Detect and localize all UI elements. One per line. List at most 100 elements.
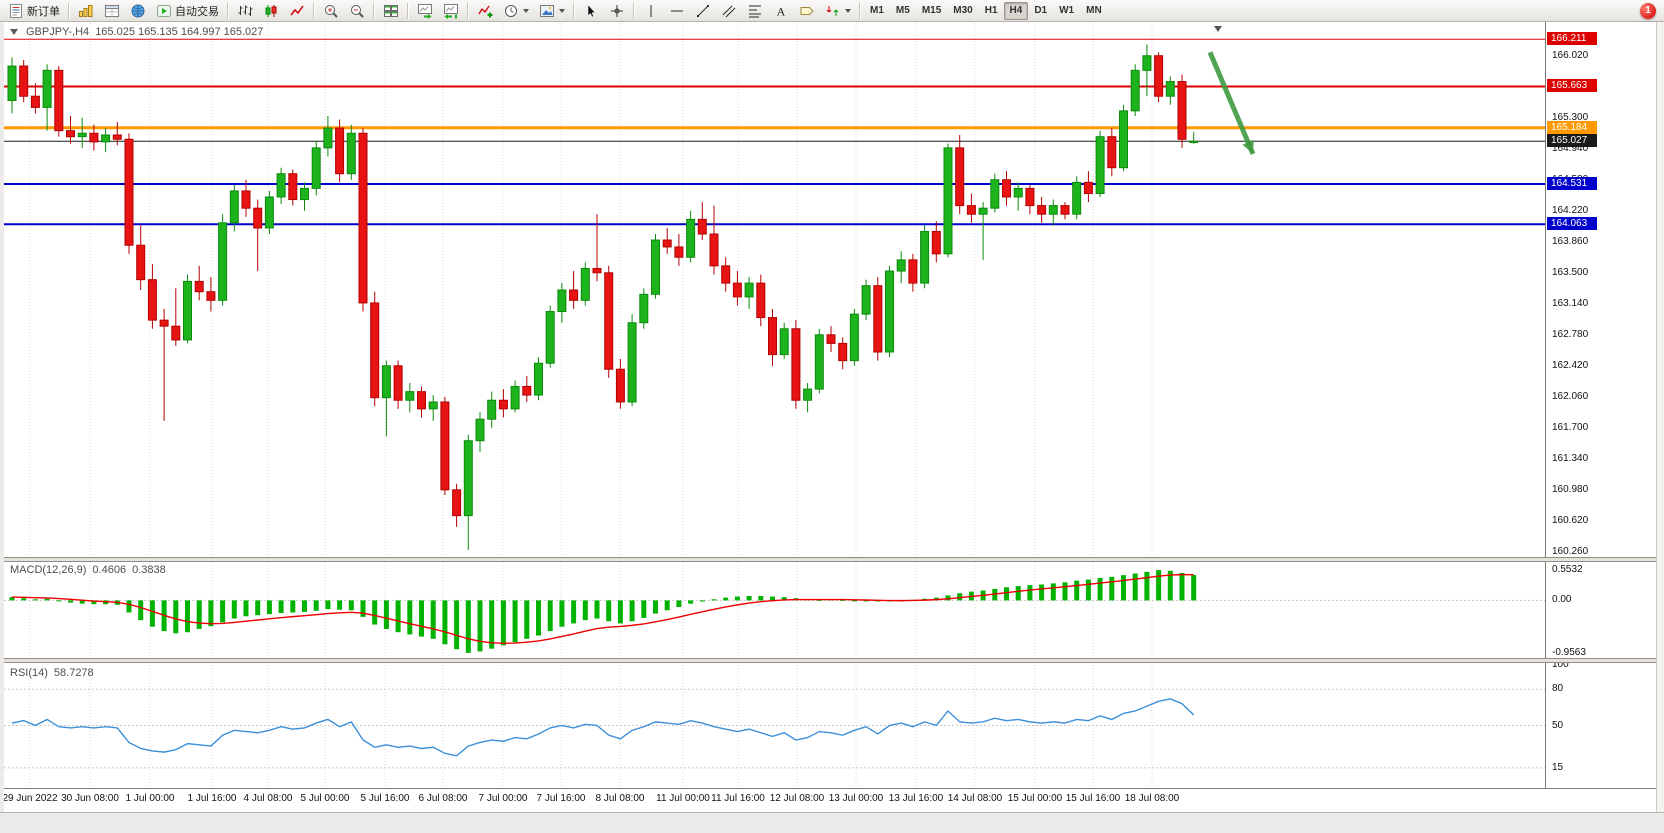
text-tool-button[interactable]: A	[768, 1, 794, 21]
candlestick-mode-button[interactable]	[258, 1, 284, 21]
macd-histogram-bar	[419, 600, 424, 637]
notification-badge[interactable]: 1	[1640, 3, 1656, 19]
timeframe-m5-button[interactable]: M5	[890, 2, 916, 20]
zoom-out-button[interactable]	[344, 1, 370, 21]
candle-body	[288, 173, 298, 201]
chart-window[interactable]: GBPJPY-,H4 165.025 165.135 164.997 165.0…	[4, 22, 1656, 812]
price-level-box: 166.211	[1547, 32, 1597, 46]
arrows-tool-icon	[826, 5, 839, 16]
trendline-tool-button[interactable]	[690, 1, 716, 21]
macd-histogram-bar	[442, 600, 448, 645]
templates-button[interactable]	[534, 1, 570, 21]
vertical-line-tool-button[interactable]	[638, 1, 664, 21]
macd-histogram-bar	[1121, 575, 1126, 601]
candle-body	[498, 399, 508, 410]
price-scale[interactable]: 166.020165.660165.300164.940164.580164.2…	[1545, 22, 1656, 788]
rsi-axis-label: 50	[1552, 719, 1564, 731]
pane-splitter[interactable]	[4, 658, 1656, 663]
toolbar-separator	[573, 2, 575, 19]
price-axis-label: 163.860	[1552, 235, 1589, 247]
zoom-in-button[interactable]	[318, 1, 344, 21]
indicators-button[interactable]	[472, 1, 498, 21]
pane-splitter[interactable]	[4, 557, 1656, 562]
candle-body	[990, 179, 1000, 209]
auto-trading-button[interactable]: 自动交易	[151, 1, 224, 21]
price-axis-label: 161.340	[1552, 452, 1589, 464]
terminal-button[interactable]	[125, 1, 151, 21]
tile-windows-button[interactable]	[378, 1, 404, 21]
macd-histogram-bar	[91, 600, 97, 605]
rsi-header: RSI(14) 58.7278	[10, 667, 94, 679]
macd-histogram-bar	[395, 600, 401, 633]
macd-histogram-bar	[957, 593, 963, 601]
macd-histogram-bar	[594, 600, 600, 619]
candle-body	[580, 267, 590, 301]
data-window-button[interactable]	[99, 1, 125, 21]
toolbar: 新订单 自动交易	[0, 0, 1664, 22]
timeframe-h4-button[interactable]: H4	[1003, 1, 1029, 20]
macd-histogram-bar	[711, 599, 717, 601]
label-tool-button[interactable]	[794, 1, 820, 21]
time-axis-label: 4 Jul 08:00	[243, 793, 293, 804]
window-scrollbar[interactable]	[1656, 22, 1664, 833]
price-axis-label: 160.260	[1552, 545, 1589, 557]
macd-histogram-bar	[79, 600, 85, 604]
line-chart-mode-button[interactable]	[284, 1, 310, 21]
trend-arrow[interactable]	[1207, 51, 1256, 155]
macd-histogram-bar	[208, 600, 214, 627]
candle-body	[194, 280, 204, 293]
time-axis-label: 18 Jul 08:00	[1124, 793, 1180, 804]
candle-body	[569, 289, 579, 301]
horizontal-line-tool-button[interactable]	[664, 1, 690, 21]
text-tool-icon: A	[777, 4, 786, 18]
macd-histogram-bar	[383, 600, 389, 629]
line-chart-icon	[290, 5, 304, 15]
macd-histogram-bar	[664, 600, 670, 611]
new-order-icon	[10, 3, 22, 18]
market-watch-button[interactable]	[73, 1, 99, 21]
candle-body	[206, 291, 216, 301]
price-axis-label: 163.500	[1552, 266, 1589, 278]
chart-canvas[interactable]	[4, 22, 1545, 788]
macd-histogram-bar	[138, 600, 144, 621]
candle-body	[604, 272, 614, 370]
candle-body	[218, 222, 228, 301]
timeframe-h1-button[interactable]: H1	[979, 2, 1004, 20]
candle-body	[475, 418, 485, 442]
macd-histogram-bar	[290, 600, 296, 613]
candle-body	[674, 246, 684, 258]
one-click-trading-arrow[interactable]	[10, 29, 18, 35]
candle-body	[966, 205, 976, 215]
timeframe-m15-button[interactable]: M15	[916, 2, 947, 20]
channel-tool-button[interactable]	[716, 1, 742, 21]
time-axis[interactable]: 29 Jun 2022 30 Jun 08:00 1 Jul 00:00 1 Jul …	[4, 788, 1656, 812]
timeframe-m30-button[interactable]: M30	[947, 2, 978, 20]
arrows-tool-button[interactable]	[820, 1, 856, 21]
price-axis-label: 163.140	[1552, 297, 1589, 309]
candle-body	[721, 265, 731, 284]
clock-icon	[505, 4, 517, 17]
chart-shift-marker[interactable]	[1214, 26, 1222, 32]
crosshair-tool-button[interactable]	[604, 1, 630, 21]
periods-button[interactable]	[498, 1, 534, 21]
rsi-line	[11, 698, 1195, 757]
chart-shift-button[interactable]	[438, 1, 464, 21]
timeframe-d1-button[interactable]: D1	[1028, 2, 1053, 20]
macd-histogram-bar	[149, 600, 155, 627]
time-axis-label: 11 Jul 16:00	[711, 793, 765, 804]
timeframe-w1-button[interactable]: W1	[1053, 2, 1080, 20]
macd-histogram-bar	[454, 600, 460, 650]
cursor-tool-button[interactable]	[578, 1, 604, 21]
macd-histogram-bar	[559, 600, 565, 627]
new-order-button[interactable]: 新订单	[3, 1, 65, 21]
bar-chart-mode-button[interactable]	[232, 1, 258, 21]
macd-histogram-bar	[255, 600, 261, 616]
auto-scroll-button[interactable]	[412, 1, 438, 21]
fibonacci-tool-button[interactable]	[742, 1, 768, 21]
cursor-icon	[587, 3, 596, 17]
timeframe-m1-button[interactable]: M1	[864, 2, 890, 20]
macd-histogram-bar	[278, 600, 284, 614]
timeframe-mn-button[interactable]: MN	[1080, 2, 1108, 20]
macd-histogram-bar	[173, 600, 179, 634]
macd-histogram-bar	[734, 596, 740, 601]
